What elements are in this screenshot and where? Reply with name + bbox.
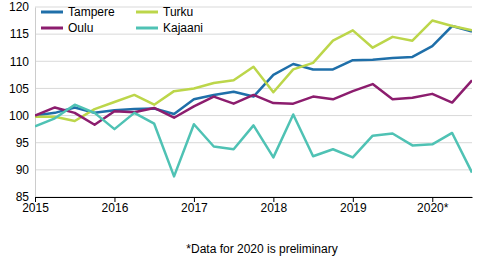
y-tick-label: 105	[9, 82, 29, 96]
x-tick-label: 2015	[22, 201, 49, 215]
x-tick-mark	[273, 197, 274, 202]
x-tick-mark	[114, 197, 115, 202]
y-tick: 90	[16, 163, 35, 177]
x-tick: 2016	[102, 197, 129, 215]
legend-item: Kajaani	[136, 21, 203, 35]
y-tick-label: 95	[16, 136, 30, 150]
x-axis-line	[36, 197, 473, 198]
x-tick: 2020*	[417, 197, 449, 215]
legend-swatch	[136, 27, 158, 30]
x-tick-mark	[353, 197, 354, 202]
grid-line	[35, 61, 472, 62]
legend-label: Turku	[163, 5, 193, 19]
x-tick-mark	[194, 197, 195, 202]
series-line	[35, 105, 472, 177]
x-tick: 2019	[340, 197, 367, 215]
x-tick-label: 2020*	[417, 201, 449, 215]
series-line	[35, 21, 472, 121]
lines	[35, 21, 472, 177]
annotation: *Data for 2020 is preliminary	[186, 242, 337, 256]
x-tick-label: 2018	[261, 201, 288, 215]
legend-label: Kajaani	[163, 21, 203, 35]
y-tick-label: 110	[10, 55, 29, 69]
x-tick-mark	[432, 197, 433, 202]
legend-label: Tampere	[68, 5, 115, 19]
y-tick: 120	[9, 0, 35, 14]
x-tick: 2017	[181, 197, 208, 215]
legend-item: Turku	[136, 5, 193, 19]
grid-line	[35, 115, 472, 116]
legend: Tampere Turku Oulu Kajaani	[41, 5, 203, 35]
x-tick-label: 2017	[181, 201, 208, 215]
x-tick-label: 2016	[102, 201, 129, 215]
y-tick: 105	[9, 82, 35, 96]
x-tick: 2015	[22, 197, 49, 215]
y-tick-label: 100	[9, 109, 29, 123]
grid	[35, 7, 472, 197]
grid-line	[35, 169, 472, 170]
grid-line	[35, 197, 472, 198]
x-tick: 2018	[261, 197, 288, 215]
y-tick: 115	[10, 27, 35, 41]
grid-line	[35, 88, 472, 89]
y-tick-label: 115	[10, 27, 29, 41]
legend-label: Oulu	[68, 21, 93, 35]
y-axis-line	[35, 8, 36, 198]
legend-swatch	[136, 11, 158, 14]
y-tick-label: 120	[9, 0, 29, 14]
y-tick: 110	[10, 55, 35, 69]
legend-swatch	[41, 11, 63, 14]
legend-swatch	[41, 27, 63, 30]
y-tick: 100	[9, 109, 35, 123]
x-axis: 2015 2016 2017 2018 2019 2020*	[22, 197, 472, 215]
legend-item: Oulu	[41, 21, 93, 35]
legend-item: Tampere	[41, 5, 115, 19]
chart: 8590951001051101151202015201620172018201…	[0, 0, 494, 265]
y-tick: 95	[16, 136, 35, 150]
y-axis: 859095100105110115120	[9, 0, 36, 204]
grid-line	[35, 34, 472, 35]
x-tick-mark	[35, 197, 36, 202]
y-tick-label: 90	[16, 163, 30, 177]
x-tick-label: 2019	[340, 201, 367, 215]
